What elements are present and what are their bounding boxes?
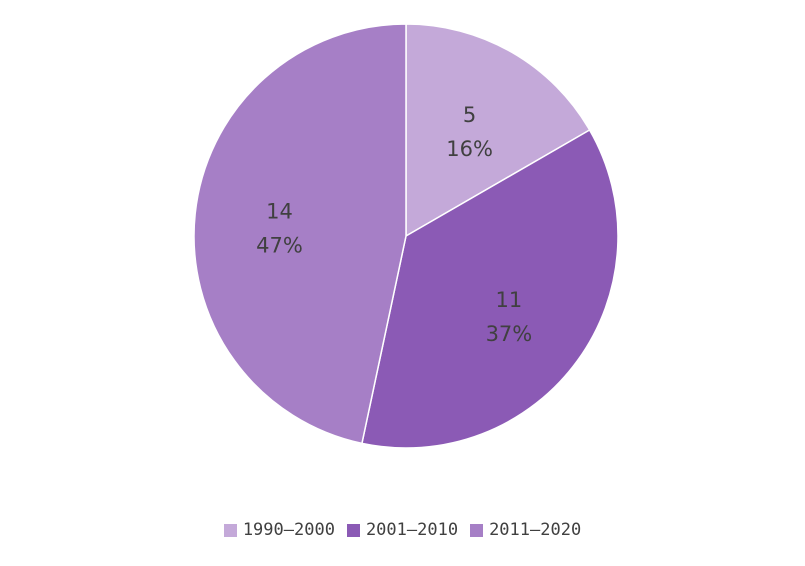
data-label-percent-2001-2010: 37% bbox=[486, 322, 533, 346]
legend-swatch-2011-2020 bbox=[470, 523, 484, 537]
data-label-percent-2011-2020: 47% bbox=[256, 234, 303, 258]
legend-label-2001-2010: 2001—2010 bbox=[365, 520, 459, 540]
data-label-value-2011-2020: 14 bbox=[266, 200, 293, 224]
pie-slice-1990-2000 bbox=[405, 23, 591, 238]
pie-slice-2011-2020 bbox=[193, 23, 407, 445]
data-label-value-1990-2000: 5 bbox=[463, 103, 476, 127]
legend-swatch-1990-2000 bbox=[223, 523, 237, 537]
pie-slices bbox=[193, 23, 619, 449]
pie-slice-2001-2010 bbox=[361, 128, 619, 449]
legend-item-2011-2020: 2011—2020 bbox=[470, 520, 581, 540]
data-label-percent-1990-2000: 16% bbox=[446, 137, 493, 161]
legend-item-2001-2010: 2001—2010 bbox=[346, 520, 459, 540]
data-label-value-2001-2010: 11 bbox=[496, 288, 523, 312]
legend-label-2011-2020: 2011—2020 bbox=[489, 520, 582, 540]
legend-label-1990-2000: 1990—2000 bbox=[242, 520, 335, 540]
legend: 1990—2000 2001—2010 2011—2020 bbox=[0, 515, 805, 545]
pie-data-labels: 5 16% 11 37% 14 47% bbox=[256, 103, 532, 346]
legend-swatch-2001-2010 bbox=[346, 523, 360, 537]
legend-item-1990-2000: 1990—2000 bbox=[223, 520, 335, 540]
